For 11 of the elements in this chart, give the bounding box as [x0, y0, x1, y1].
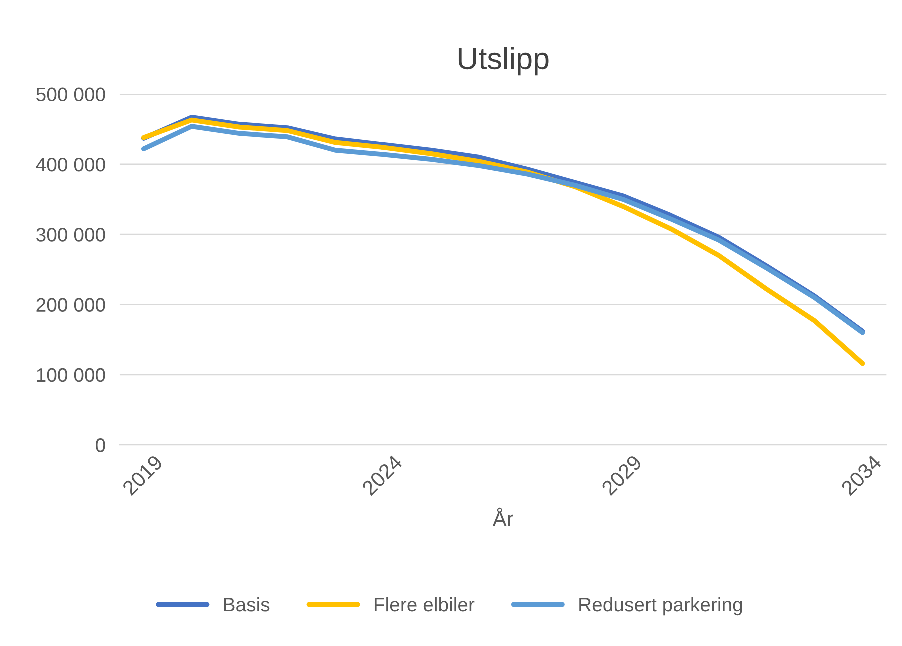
y-tick-label: 400 000: [36, 158, 106, 172]
y-tick-label: 100 000: [37, 368, 106, 382]
y-tick-label: 500 000: [36, 88, 106, 102]
y-tick-label: 0: [96, 438, 106, 452]
chart-title: Utslipp: [458, 47, 549, 76]
legend-label: Flere elbiler: [374, 597, 475, 612]
legend-label: Redusert parkering: [580, 597, 742, 616]
legend-label: Basis: [224, 597, 270, 612]
y-tick-label: 300 000: [36, 228, 106, 242]
y-tick-label: 200 000: [36, 298, 106, 312]
x-axis-title: År: [492, 508, 514, 526]
